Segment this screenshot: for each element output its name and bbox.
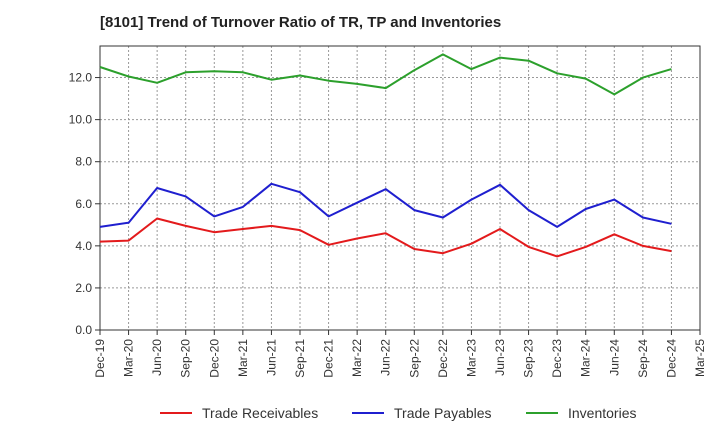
x-tick-label: Sep-21 [293,339,307,378]
x-tick-label: Sep-22 [407,339,421,378]
series-line-3 [99,53,672,96]
x-tick-label: Jun-20 [150,339,164,376]
x-tick-label: Dec-19 [93,339,107,378]
x-tick-label: Dec-24 [664,339,678,378]
x-tick-label: Jun-24 [607,339,621,376]
x-tick-label: Mar-25 [693,339,707,377]
y-tick-label: 6.0 [75,197,92,211]
series-line-1 [99,217,672,258]
legend-label: Inventories [568,405,636,421]
y-tick-label: 8.0 [75,155,92,169]
y-tick-label: 10.0 [69,113,93,127]
y-tick-label: 12.0 [69,71,93,85]
chart-title: [8101] Trend of Turnover Ratio of TR, TP… [100,14,502,31]
x-tick-label: Mar-20 [122,339,136,377]
x-tick-label: Jun-23 [493,339,507,376]
x-tick-label: Mar-21 [236,339,250,377]
x-tick-label: Mar-24 [579,339,593,377]
y-tick-label: 0.0 [75,323,92,337]
x-tick-label: Sep-20 [179,339,193,378]
series-line-2 [99,182,672,228]
x-tick-label: Dec-20 [207,339,221,378]
x-tick-label: Dec-22 [436,339,450,378]
x-tick-label: Jun-21 [264,339,278,376]
x-tick-label: Jun-22 [379,339,393,376]
legend-label: Trade Receivables [202,405,318,421]
y-tick-label: 4.0 [75,239,92,253]
x-tick-label: Dec-21 [322,339,336,378]
y-tick-label: 2.0 [75,281,92,295]
x-tick-label: Sep-24 [636,339,650,378]
legend-label: Trade Payables [394,405,492,421]
x-tick-label: Dec-23 [550,339,564,378]
plot-border [99,45,701,331]
x-tick-label: Mar-23 [464,339,478,377]
x-tick-label: Sep-23 [522,339,536,378]
x-tick-label: Mar-22 [350,339,364,377]
